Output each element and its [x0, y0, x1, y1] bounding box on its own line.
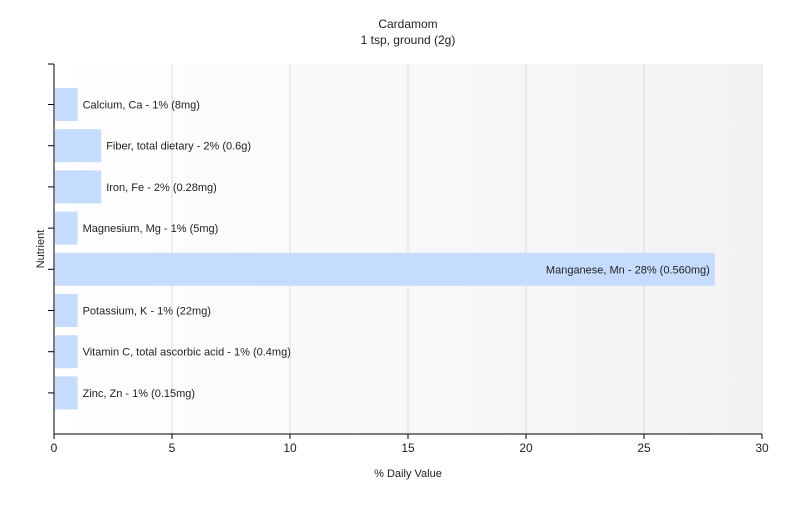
x-tick-label: 10 [283, 441, 297, 455]
x-tick-label: 25 [637, 441, 651, 455]
bar-labels: Calcium, Ca - 1% (8mg) Fiber, total dieta… [83, 100, 710, 400]
x-axis-label: % Daily Value [374, 468, 442, 480]
bar-label: Calcium, Ca - 1% (8mg) [83, 100, 200, 112]
x-tick-label: 5 [169, 441, 176, 455]
bar [55, 129, 102, 163]
x-tick-label: 30 [755, 441, 769, 455]
bar-label: Vitamin C, total ascorbic acid - 1% (0.4… [83, 347, 291, 359]
x-tick-label: 0 [51, 441, 58, 455]
bar [55, 88, 78, 121]
grid-lines [171, 64, 763, 434]
bars [55, 88, 715, 410]
bar [55, 376, 78, 410]
bar [55, 294, 78, 327]
bar-label: Magnesium, Mg - 1% (5mg) [83, 223, 219, 235]
x-tick-label: 20 [519, 441, 533, 455]
bar-label: Manganese, Mn - 28% (0.560mg) [546, 264, 710, 276]
chart-title: Cardamom [378, 17, 437, 31]
bar [55, 335, 78, 369]
bar-label: Potassium, K - 1% (22mg) [83, 306, 211, 318]
x-axis-ticks: 0 5 10 15 20 25 30 [51, 434, 769, 455]
bar [55, 252, 715, 286]
bar-label: Fiber, total dietary - 2% (0.6g) [106, 141, 251, 153]
y-axis-label: Nutrient [35, 230, 47, 269]
bar-label: Zinc, Zn - 1% (0.15mg) [83, 388, 195, 400]
chart-subtitle: 1 tsp, ground (2g) [361, 33, 456, 47]
bar [55, 170, 102, 204]
bar-label: Iron, Fe - 2% (0.28mg) [106, 182, 217, 194]
x-tick-label: 15 [401, 441, 415, 455]
bar [55, 211, 78, 245]
